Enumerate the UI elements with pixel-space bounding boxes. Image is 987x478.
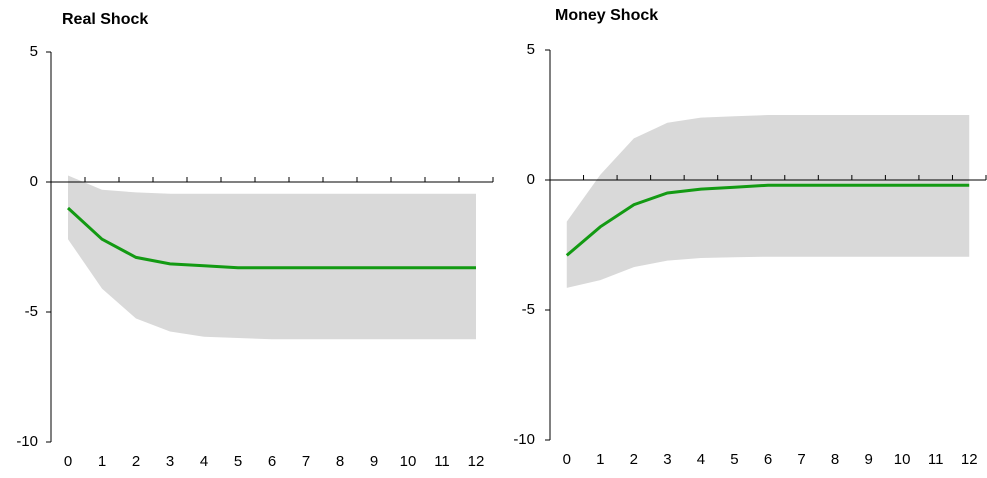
y-tick-label: 0: [30, 173, 38, 190]
response-line: [565, 183, 970, 257]
x-tick-label: 7: [797, 451, 805, 468]
x-tick-label: 6: [764, 451, 772, 468]
x-tick-label: 10: [400, 453, 417, 470]
x-tick-label: 12: [961, 451, 978, 468]
x-tick-label: 11: [434, 453, 450, 470]
chart-title: Real Shock: [62, 11, 148, 28]
x-tick-label: 1: [98, 453, 106, 470]
x-tick-label: 3: [166, 453, 174, 470]
x-tick-label: 4: [200, 453, 208, 470]
y-tick-label: -5: [522, 301, 535, 318]
response-line: [66, 206, 476, 270]
y-tick-label: 5: [30, 43, 38, 60]
x-tick-label: 7: [302, 453, 310, 470]
x-tick-label: 2: [132, 453, 140, 470]
x-tick-label: 9: [370, 453, 378, 470]
x-tick-label: 10: [894, 451, 911, 468]
x-tick-label: 5: [730, 451, 738, 468]
x-tick-label: 8: [831, 451, 839, 468]
x-tick-label: 6: [268, 453, 276, 470]
x-tick-label: 8: [336, 453, 344, 470]
y-tick-label: 0: [527, 171, 535, 188]
x-tick-label: 9: [864, 451, 872, 468]
x-tick-label: 11: [928, 451, 944, 468]
x-tick-label: 12: [468, 453, 485, 470]
x-tick-label: 2: [630, 451, 638, 468]
confidence-band: [68, 175, 476, 340]
y-tick-label: -10: [16, 433, 38, 450]
x-tick-label: 5: [234, 453, 242, 470]
x-tick-label: 1: [596, 451, 604, 468]
confidence-band: [566, 115, 970, 288]
x-tick-label: 0: [563, 451, 571, 468]
x-tick-label: 4: [697, 451, 705, 468]
x-tick-label: 3: [663, 451, 671, 468]
y-tick-label: -10: [513, 431, 535, 448]
y-tick-label: -5: [25, 303, 38, 320]
chart-title: Money Shock: [555, 7, 658, 24]
x-tick-label: 0: [64, 453, 72, 470]
y-tick-label: 5: [527, 41, 535, 58]
